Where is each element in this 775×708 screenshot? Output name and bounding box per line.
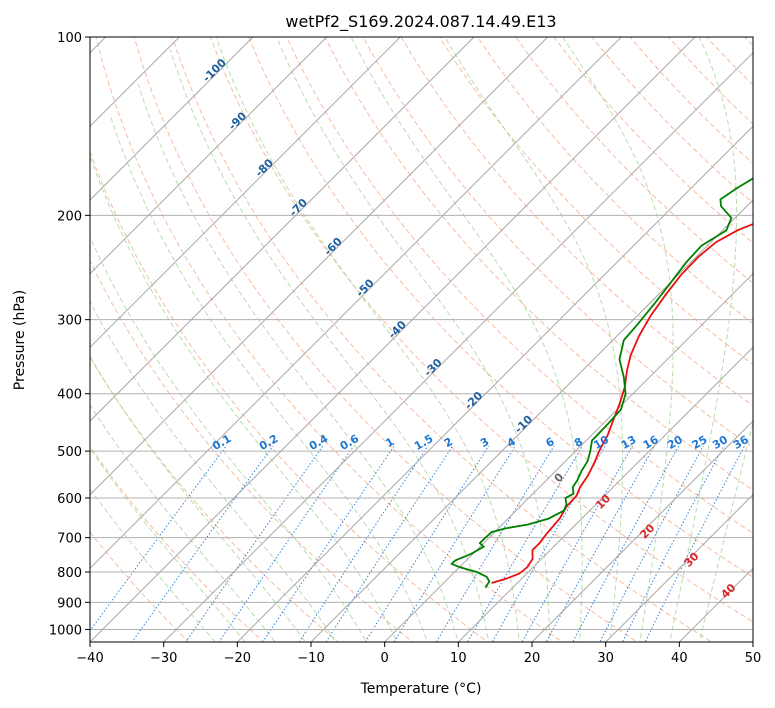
- x-axis-title: Temperature (°C): [360, 681, 482, 697]
- moist-adiabat: [109, 114, 429, 642]
- isotherm-gridline: [90, 37, 475, 422]
- isotherm-gridline: [383, 272, 753, 642]
- axes: −40 −30 −20 −10 0 10 20 30 40 50 100 200 300 400 500 60…: [49, 31, 761, 666]
- moist-adiabat: [169, 49, 490, 642]
- y-tick-label: 300: [57, 314, 82, 329]
- dry-adiabat: [90, 445, 265, 642]
- x-tick-label: 50: [745, 651, 762, 666]
- x-tick-label: −20: [224, 651, 251, 666]
- moist-adiabat: [669, 37, 738, 642]
- isotherm-gridline: [90, 37, 328, 275]
- x-tick-label: 30: [597, 651, 614, 666]
- moist-adiabat: [90, 154, 398, 642]
- x-tick-label: 20: [524, 651, 541, 666]
- isotherm-gridline: [531, 420, 753, 642]
- isotherm-gridline: [310, 199, 753, 642]
- isotherm-gridline: [90, 37, 402, 349]
- dry-adiabat: [400, 37, 753, 407]
- dry-adiabat: [90, 259, 414, 642]
- moist-adiabat: [215, 37, 520, 642]
- mixing-ratio-line: [599, 445, 704, 642]
- temperature-profile: [491, 223, 753, 584]
- y-axis-title: Pressure (hPa): [12, 290, 28, 390]
- dry-adiabat: [248, 37, 753, 578]
- mixing-ratio-line: [325, 445, 454, 642]
- x-tick-label: 0: [381, 651, 389, 666]
- moist-adiabat: [90, 488, 216, 642]
- dry-adiabat: [171, 37, 713, 642]
- isotherm-gridline: [90, 37, 254, 201]
- dewpoint-profile: [450, 177, 753, 589]
- y-tick-label: 100: [57, 31, 82, 46]
- y-tick-label: 400: [57, 388, 82, 403]
- moist-adiabat: [90, 235, 367, 642]
- mixing-ratio-line: [218, 445, 355, 642]
- isotherm-gridline: [457, 346, 753, 642]
- dry-adiabat: [90, 356, 339, 642]
- isotherm-gridline: [90, 37, 696, 642]
- x-tick-label: 40: [671, 651, 688, 666]
- chart-title: wetPf2_S169.2024.087.14.49.E13: [285, 12, 556, 32]
- y-tick-label: 500: [57, 445, 82, 460]
- dry-adiabat: [95, 37, 564, 642]
- isotherm-gridline: [90, 37, 623, 570]
- moist-adiabat: [90, 447, 246, 642]
- mixing-ratio-line: [621, 445, 725, 642]
- dry-adiabat: [286, 37, 753, 534]
- y-tick-label: 700: [57, 532, 82, 547]
- isotherm-gridline: [162, 51, 753, 642]
- plot-frame: [89, 36, 754, 643]
- isotherm-gridline: [236, 125, 753, 642]
- plot-area: [90, 37, 753, 642]
- x-tick-label: 10: [450, 651, 467, 666]
- isotherm-gridline: [90, 37, 181, 128]
- mixing-ratio-line: [298, 445, 429, 642]
- y-tick-label: 600: [57, 492, 82, 507]
- y-tick-label: 200: [57, 209, 82, 224]
- y-tick-label: 900: [57, 596, 82, 611]
- moist-adiabat: [90, 300, 337, 642]
- x-tick-label: −10: [297, 651, 324, 666]
- isotherm-gridline: [90, 37, 549, 496]
- isotherm-gridline: [604, 493, 753, 642]
- x-tick-label: −40: [76, 651, 103, 666]
- y-tick-label: 800: [57, 566, 82, 581]
- dry-adiabat: [362, 37, 753, 449]
- x-tick-label: −30: [150, 651, 177, 666]
- dry-adiabat: [133, 37, 638, 642]
- y-tick-label: 1000: [49, 623, 82, 638]
- moist-adiabat: [562, 37, 674, 642]
- dry-adiabat: [90, 531, 190, 642]
- moist-adiabat: [137, 83, 459, 642]
